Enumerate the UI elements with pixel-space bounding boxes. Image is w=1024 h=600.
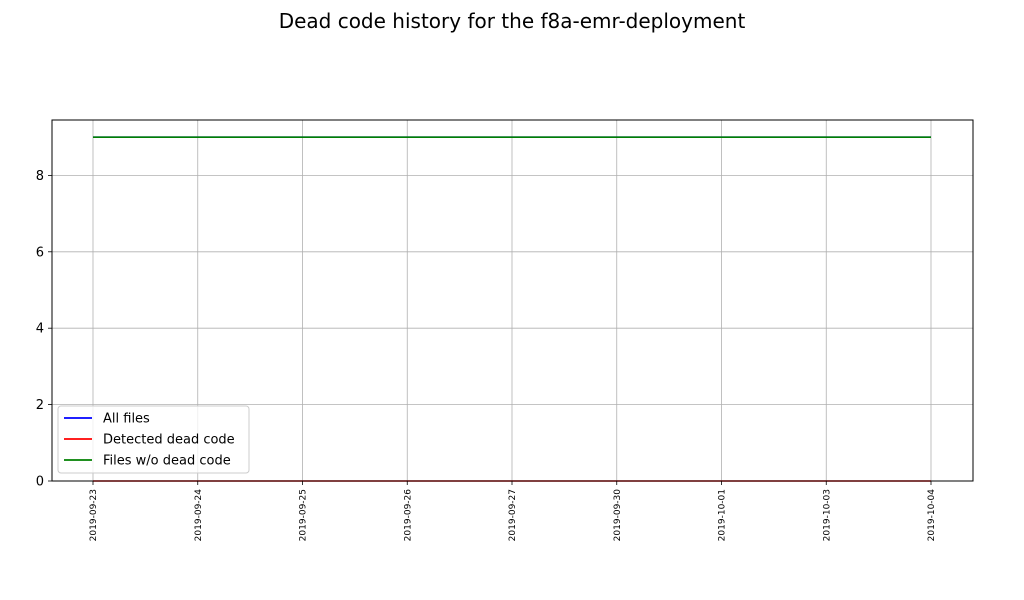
legend-label: All files [103,412,150,427]
x-tick-label: 2019-10-03 [822,489,832,541]
y-tick-label: 0 [36,475,44,490]
x-tick-label: 2019-09-26 [403,489,413,542]
y-tick-label: 4 [36,322,44,337]
x-axis: 2019-09-23 2019-09-24 2019-09-25 2019-09-26… [89,481,937,541]
legend-box [57,405,250,474]
chart-title: Dead code history for the f8a-emr-deploy… [279,9,746,33]
x-tick-label: 2019-10-04 [927,489,937,542]
y-tick-label: 8 [36,169,44,184]
x-tick-label: 2019-09-24 [194,489,204,542]
y-tick-label: 6 [36,245,44,260]
plot-frame [51,119,974,482]
legend: All files Detected dead code Files w/o dea… [57,405,250,474]
grid [52,120,973,482]
x-tick-label: 2019-09-23 [89,489,99,541]
x-tick-label: 2019-09-25 [299,489,309,541]
y-axis: 0 2 4 6 8 [36,169,52,490]
x-tick-label: 2019-10-01 [718,489,728,541]
x-tick-label: 2019-09-30 [613,489,623,542]
legend-label: Files w/o dead code [103,454,231,469]
y-tick-label: 2 [36,398,44,413]
legend-label: Detected dead code [103,433,235,448]
x-tick-label: 2019-09-27 [508,489,518,541]
